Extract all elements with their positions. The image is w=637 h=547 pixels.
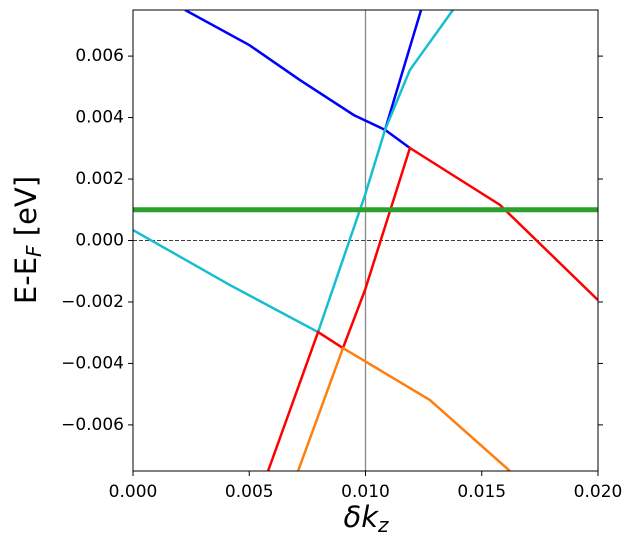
x-tick-label: 0.010 [341,482,390,502]
y-axis-label-sub: F [22,245,46,257]
y-axis-label-suffix: [eV] [9,176,43,246]
x-axis-label-main: δk [343,500,379,534]
y-tick-label: −0.004 [61,353,124,373]
y-tick-label: 0.000 [75,231,124,251]
x-tick-label: 0.015 [457,482,506,502]
band-line [133,10,454,334]
x-axis-label-sub: z [377,513,389,537]
band-line [184,10,423,150]
x-tick-label: 0.020 [574,482,623,502]
x-tick-label: 0.005 [225,482,274,502]
x-axis-label: δkz [343,500,389,537]
y-tick-label: −0.006 [61,415,124,435]
y-tick-label: 0.006 [75,46,124,66]
band-line [296,346,511,471]
y-tick-label: 0.002 [75,169,124,189]
y-tick-label: −0.002 [61,292,124,312]
y-axis-label: E-EF [eV] [9,176,46,304]
x-tick-label: 0.000 [109,482,158,502]
y-axis-label-main: E-E [9,257,43,304]
y-tick-label: 0.004 [75,108,124,128]
band-line [266,146,598,471]
